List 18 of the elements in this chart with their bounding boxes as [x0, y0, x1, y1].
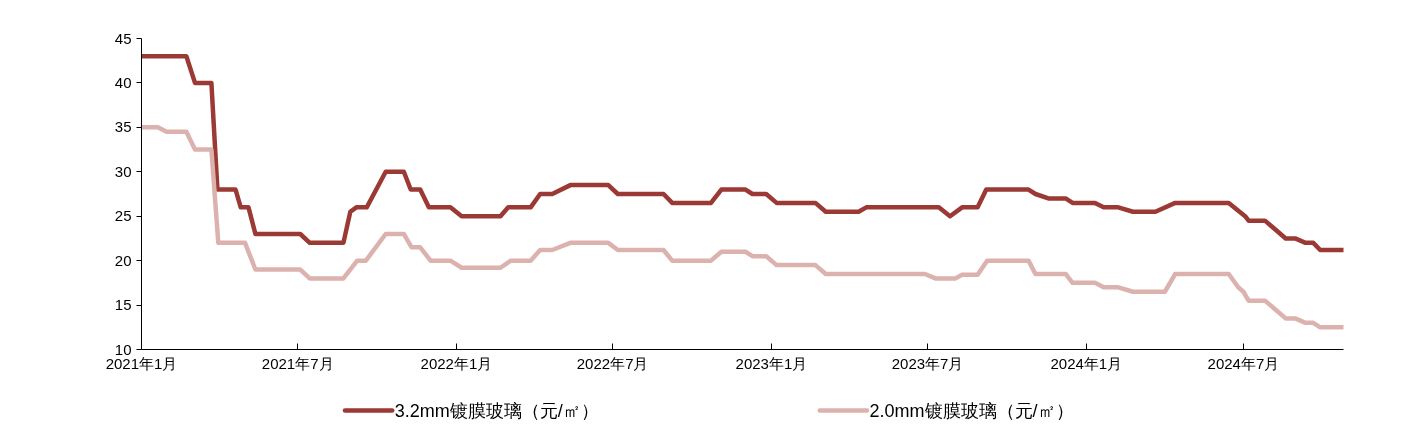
- line-series: [141, 125, 1344, 330]
- x-tick-label: 2022年1月: [420, 354, 493, 372]
- y-tick-label: 25: [114, 207, 132, 225]
- y-tick-label: 20: [114, 251, 132, 269]
- legend-label: 3.2mm镀膜玻璃（元/㎡）: [394, 400, 599, 421]
- x-tick-label: 2023年7月: [891, 354, 964, 372]
- line-series: [141, 54, 1344, 253]
- y-tick-label: 15: [114, 296, 132, 314]
- y-tick-label: 30: [114, 162, 132, 180]
- x-tick-label: 2023年1月: [735, 354, 808, 372]
- x-tick-label: 2024年7月: [1207, 354, 1280, 372]
- y-tick-label: 45: [114, 29, 132, 47]
- y-tick-label: 40: [114, 73, 132, 91]
- x-tick-label: 2021年7月: [261, 354, 334, 372]
- legend-label: 2.0mm镀膜玻璃（元/㎡）: [869, 400, 1074, 421]
- x-tick-label: 2024年1月: [1050, 354, 1123, 372]
- y-tick-label: 35: [114, 118, 132, 136]
- x-tick-label: 2022年7月: [576, 354, 649, 372]
